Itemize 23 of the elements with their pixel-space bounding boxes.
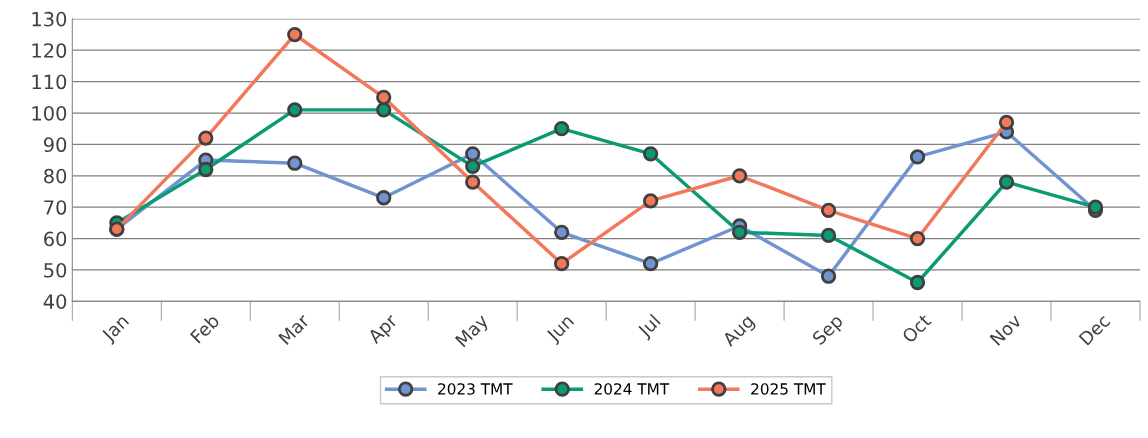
x-tick-label: Oct xyxy=(901,312,932,344)
legend-label: 2025 TMT xyxy=(751,383,826,395)
y-tick-label: 40 xyxy=(43,294,67,310)
y-tick-label: 50 xyxy=(44,262,67,278)
x-tick-label: Jun xyxy=(545,313,577,346)
legend-label: 2023 TMT xyxy=(438,383,513,395)
x-tick-label: Jul xyxy=(636,313,664,341)
x-tick-label: Nov xyxy=(989,313,1023,346)
y-tick-label: 130 xyxy=(32,11,67,27)
y-tick-label: 80 xyxy=(44,168,67,184)
y-tick-label: 120 xyxy=(32,43,67,58)
x-tick-label: Apr xyxy=(366,312,401,347)
x-tick-label: Sep xyxy=(811,313,847,349)
x-tick-label: Mar xyxy=(278,312,311,346)
legend-label: 2024 TMT xyxy=(594,383,670,395)
x-tick-label: Dec xyxy=(1078,313,1111,346)
y-tick-label: 90 xyxy=(43,137,67,153)
y-tick-label: 100 xyxy=(32,105,67,121)
y-tick-label: 110 xyxy=(32,74,67,90)
x-tick-label: Jan xyxy=(100,313,132,346)
y-tick-label: 60 xyxy=(44,231,67,247)
x-tick-label: Feb xyxy=(189,313,221,344)
y-tick-label: 70 xyxy=(44,200,67,215)
